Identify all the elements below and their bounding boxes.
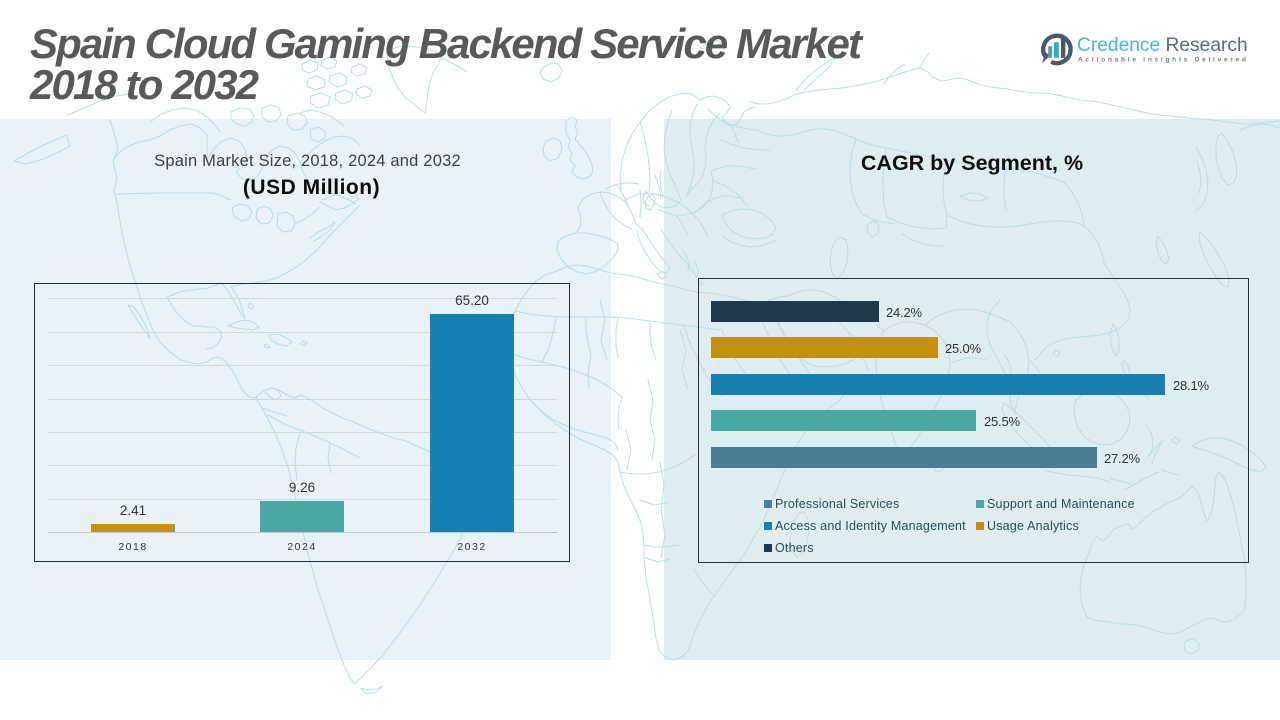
svg-text:Actionable Insights Delivered: Actionable Insights Delivered: [1078, 57, 1249, 64]
svg-text:Credence Research: Credence Research: [1077, 35, 1248, 56]
